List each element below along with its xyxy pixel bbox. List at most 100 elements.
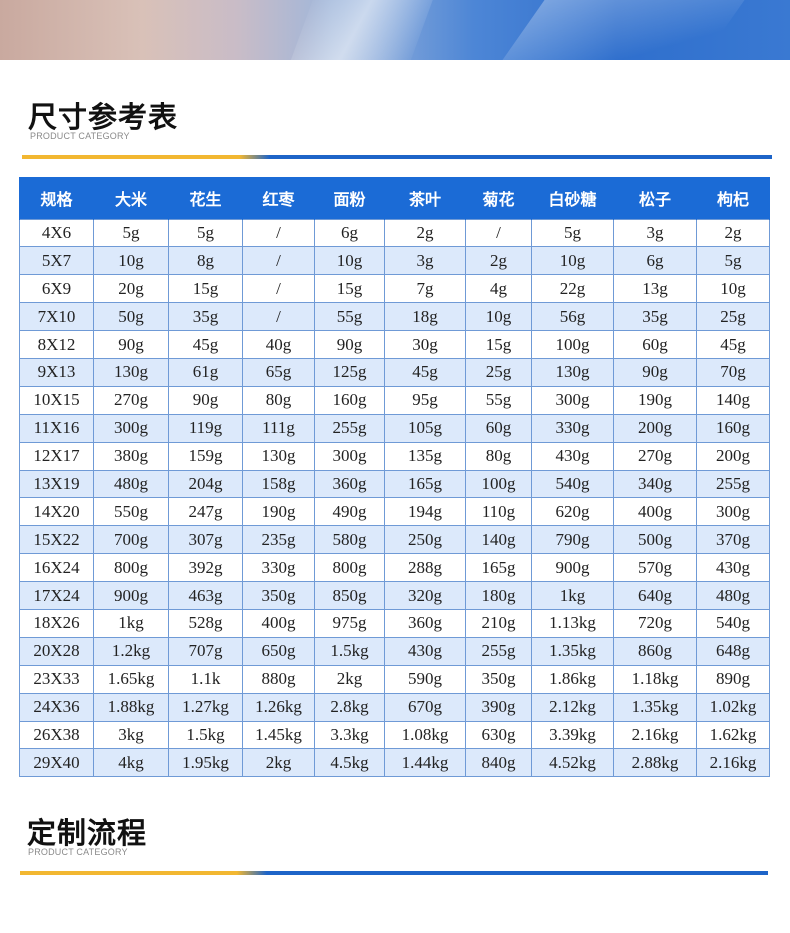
weight-cell: 105g (384, 413, 466, 443)
table-row: 15X22 700g 307g 235g 580g 250g 140g 790g 500g 370… (19, 525, 770, 555)
weight-cell: 200g (613, 413, 697, 443)
table-row: 6X9 20g 15g/15g 7g 4g 22g 13g 10g (19, 274, 770, 304)
weight-cell: 10g (465, 302, 532, 332)
weight-cell: 130g (242, 441, 315, 471)
weight-cell: 90g (93, 330, 169, 359)
weight-cell: 570g (613, 553, 697, 583)
size-cell: 26X38 (19, 720, 94, 750)
weight-cell: 15g (465, 330, 532, 359)
weight-cell: 5g (168, 218, 243, 248)
weight-cell: 2.8kg (314, 692, 385, 722)
weight-cell: 320g (384, 581, 466, 610)
weight-cell: 1.2kg (93, 636, 169, 666)
weight-cell: 1.27kg (168, 692, 243, 722)
weight-cell: 111g (242, 413, 315, 443)
weight-cell: 10g (314, 246, 385, 276)
weight-cell: 7g (384, 274, 466, 304)
column-header: 花生 (168, 177, 243, 219)
weight-cell: 380g (93, 441, 169, 471)
weight-cell: 10g (93, 246, 169, 276)
weight-cell: 80g (465, 441, 532, 471)
weight-cell: 61g (168, 357, 243, 387)
weight-cell: 800g (314, 553, 385, 583)
weight-cell: 900g (93, 581, 169, 610)
weight-cell: 648g (696, 636, 770, 666)
weight-cell: 30g (384, 330, 466, 359)
weight-cell: 165g (465, 553, 532, 583)
table-row: 24X36 1.88kg 1.27kg 1.26kg 2.8kg 670g 390g 2.12… (19, 692, 770, 722)
weight-cell: 200g (696, 441, 770, 471)
weight-cell: 125g (314, 357, 385, 387)
weight-cell: 2.16kg (613, 720, 697, 750)
weight-cell: 707g (168, 636, 243, 666)
weight-cell: 463g (168, 581, 243, 610)
weight-cell: 890g (696, 664, 770, 694)
weight-cell: 900g (531, 553, 614, 583)
weight-cell: 119g (168, 413, 243, 443)
weight-cell: 1.02kg (696, 692, 770, 722)
weight-cell: 700g (93, 525, 169, 555)
weight-cell: 340g (613, 469, 697, 499)
weight-cell: 130g (93, 357, 169, 387)
size-cell: 10X15 (19, 385, 94, 415)
column-header: 茶叶 (384, 177, 466, 219)
weight-cell: 6g (613, 246, 697, 276)
weight-cell: 60g (465, 413, 532, 443)
weight-cell: 25g (465, 357, 532, 387)
weight-cell: 45g (168, 330, 243, 359)
weight-cell: 790g (531, 525, 614, 555)
weight-cell: 4g (465, 274, 532, 304)
weight-cell: 860g (613, 636, 697, 666)
weight-cell: 15g (314, 274, 385, 304)
weight-cell: 2.88kg (613, 748, 697, 778)
weight-cell: 350g (465, 664, 532, 694)
size-cell: 13X19 (19, 469, 94, 499)
weight-cell: 2kg (314, 664, 385, 694)
weight-cell: 100g (465, 469, 532, 499)
weight-cell: 630g (465, 720, 532, 750)
table-row: 18X26 1kg 528g 400g 975g 360g 210g 1.13kg 720g 54… (19, 608, 770, 638)
table-row: 7X10 50g 35g/55g 18g 10g 56g 35g 25g (19, 302, 770, 332)
table-row: 29X40 4kg 1.95kg 2kg 4.5kg 1.44kg 840g 4.52kg 2.… (19, 748, 770, 778)
weight-cell: 2g (465, 246, 532, 276)
weight-cell: 1.5kg (314, 636, 385, 666)
banner-highlight (488, 0, 752, 60)
weight-cell: 35g (613, 302, 697, 332)
weight-cell: 50g (93, 302, 169, 332)
weight-cell: 55g (465, 385, 532, 415)
weight-cell: 490g (314, 497, 385, 527)
weight-cell: / (242, 302, 315, 332)
column-header: 白砂糖 (531, 177, 614, 219)
size-reference-table: 规格 大米 花生 红枣 面粉 茶叶 菊花 白砂糖 松子 枸杞 4X6 5g 5g/6g 2g/5g 3g 2… (19, 177, 770, 778)
weight-cell: 100g (531, 330, 614, 359)
weight-cell: 5g (531, 218, 614, 248)
weight-cell: 307g (168, 525, 243, 555)
weight-cell: 360g (384, 608, 466, 638)
column-header: 松子 (613, 177, 697, 219)
weight-cell: 90g (314, 330, 385, 359)
table-row: 9X13 130g 61g 65g 125g 45g 25g 130g 90g 70g (19, 357, 770, 387)
weight-cell: 5g (696, 246, 770, 276)
weight-cell: 255g (465, 636, 532, 666)
weight-cell: 800g (93, 553, 169, 583)
size-cell: 11X16 (19, 413, 94, 443)
weight-cell: 35g (168, 302, 243, 332)
weight-cell: 1.35kg (613, 692, 697, 722)
weight-cell: 300g (696, 497, 770, 527)
weight-cell: 1kg (531, 581, 614, 610)
weight-cell: 1.1k (168, 664, 243, 694)
weight-cell: 80g (242, 385, 315, 415)
weight-cell: 392g (168, 553, 243, 583)
weight-cell: 55g (314, 302, 385, 332)
column-header: 大米 (93, 177, 169, 219)
table-row: 10X15 270g 90g 80g 160g 95g 55g 300g 190g 140g (19, 385, 770, 415)
weight-cell: 95g (384, 385, 466, 415)
weight-cell: 20g (93, 274, 169, 304)
table-body: 4X6 5g 5g/6g 2g/5g 3g 2g 5X7 10g 8g/10g 3g 2g 10g 6g… (19, 218, 770, 778)
table-row: 5X7 10g 8g/10g 3g 2g 10g 6g 5g (19, 246, 770, 276)
weight-cell: 300g (314, 441, 385, 471)
weight-cell: 22g (531, 274, 614, 304)
weight-cell: 160g (696, 413, 770, 443)
weight-cell: 210g (465, 608, 532, 638)
weight-cell: 2.16kg (696, 748, 770, 778)
